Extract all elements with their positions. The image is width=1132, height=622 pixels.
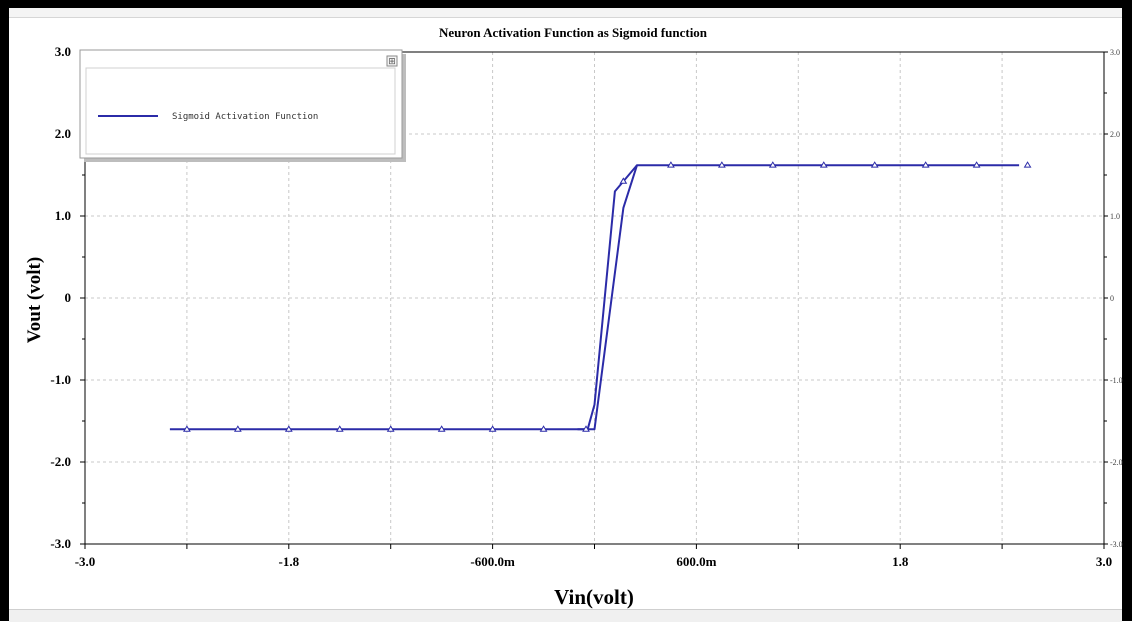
y-tick-label-right: 1.0 [1110, 212, 1120, 221]
y-tick-label-right: -1.0 [1110, 376, 1123, 385]
y-tick-label: -3.0 [50, 536, 71, 551]
data-point-marker [488, 425, 497, 432]
data-point-marker [768, 161, 777, 168]
data-point-marker [539, 425, 548, 432]
data-point-marker [284, 425, 293, 432]
y-tick-label: -2.0 [50, 454, 71, 469]
x-tick-label: -600.0m [470, 554, 515, 569]
data-point-marker [667, 161, 675, 168]
y-axis-title: Vout (volt) [24, 257, 45, 343]
legend[interactable]: ⊞ Sigmoid Activation Function [79, 49, 406, 162]
data-point-marker [870, 161, 879, 168]
legend-entry-label: Sigmoid Activation Function [172, 112, 318, 122]
y-tick-label-right: -2.0 [1110, 458, 1123, 467]
y-tick-label: 3.0 [55, 44, 71, 59]
status-strip [9, 609, 1122, 622]
y-tick-label-right: 0 [1110, 294, 1114, 303]
x-tick-label: 600.0m [676, 554, 716, 569]
x-axis-title: Vin(volt) [554, 585, 634, 609]
x-tick-label: 3.0 [1096, 554, 1112, 569]
data-point-marker [183, 425, 191, 432]
y-tick-label-right: 3.0 [1110, 48, 1120, 57]
chart-title: Neuron Activation Function as Sigmoid fu… [439, 25, 708, 40]
series-line [577, 164, 638, 431]
data-point-marker [386, 425, 395, 432]
data-point-marker [921, 161, 930, 168]
data-point-marker [233, 425, 242, 432]
y-tick-label-right: 2.0 [1110, 130, 1120, 139]
data-point-marker [717, 161, 726, 168]
y-tick-label: 2.0 [55, 126, 71, 141]
marker-layer [183, 161, 1032, 432]
legend-collapse-button[interactable] [386, 55, 398, 67]
legend-inner-box [85, 67, 396, 155]
data-point-marker [582, 425, 590, 432]
x-tick-label: -3.0 [75, 554, 96, 569]
y-tick-label: 1.0 [55, 208, 71, 223]
x-tick-label: 1.8 [892, 554, 909, 569]
y-tick-label-right: -3.0 [1110, 540, 1123, 549]
data-point-marker [619, 177, 628, 184]
data-point-marker [819, 161, 828, 168]
tick-layer: -3.0 -1.8 -600.0m 600.0m 1.8 3.0 3.0 3.0 2.0 2.0 1… [50, 44, 1122, 569]
y-tick-label: -1.0 [50, 372, 71, 387]
y-tick-label: 0 [65, 290, 72, 305]
legend-collapse-icon[interactable]: ⊞ [388, 57, 396, 67]
data-point-marker [437, 425, 446, 432]
data-point-marker [335, 425, 344, 432]
data-point-marker [972, 161, 981, 168]
data-point-marker [1023, 161, 1032, 168]
toolbar-strip [9, 8, 1122, 18]
x-tick-label: -1.8 [279, 554, 300, 569]
